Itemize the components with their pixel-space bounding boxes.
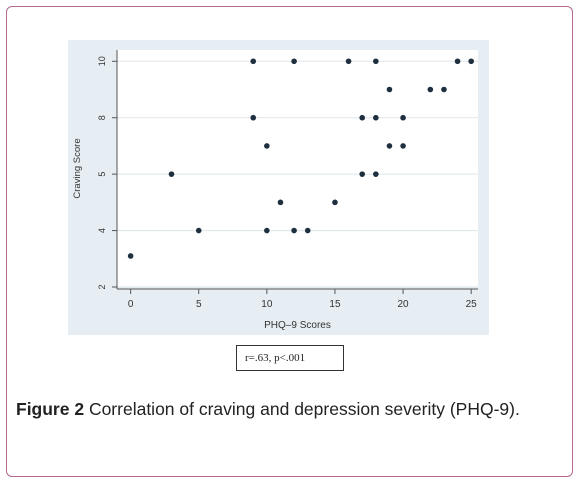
data-point-12 [345, 58, 352, 65]
data-point-9 [291, 227, 297, 234]
plot-area [117, 50, 478, 287]
data-point-7 [277, 199, 284, 206]
data-point-13 [359, 114, 366, 121]
figure-label: Figure 2 [16, 399, 85, 419]
data-point-25 [468, 58, 474, 65]
figure-caption-text: Correlation of craving and depression se… [84, 399, 520, 419]
x-axis-label: PHQ–9 Scores [264, 320, 331, 331]
data-point-6 [264, 227, 270, 234]
data-point-10 [304, 227, 311, 234]
x-tick-label-1: 5 [196, 299, 202, 310]
data-point-8 [291, 58, 297, 65]
correlation-stats-box: r=.63, p<.001 [236, 345, 344, 371]
data-point-0 [127, 253, 134, 259]
x-tick-label-4: 20 [398, 299, 410, 310]
data-point-20 [400, 114, 406, 121]
figure-caption: Figure 2 Correlation of craving and depr… [16, 397, 556, 422]
scatter-chart: 0 5 10 15 20 25 2 4 5 8 10 PHQ–9 Scores Craving Scor… [72, 50, 478, 331]
data-point-1 [168, 171, 175, 177]
y-tick-label-2: 5 [97, 172, 107, 177]
x-tick-label-2: 10 [261, 299, 273, 310]
data-point-14 [359, 171, 366, 177]
data-point-15 [373, 58, 379, 65]
data-point-21 [400, 143, 406, 149]
data-point-22 [427, 86, 434, 93]
data-point-3 [250, 58, 257, 65]
y-tick-label-1: 4 [97, 228, 107, 233]
data-point-24 [454, 58, 461, 65]
y-tick-label-4: 10 [97, 56, 107, 66]
data-point-17 [373, 171, 379, 177]
data-point-11 [332, 199, 338, 206]
y-tick-label-0: 2 [97, 284, 107, 289]
data-point-5 [264, 143, 270, 149]
x-tick-label-0: 0 [128, 299, 134, 310]
x-tick-label-5: 25 [466, 299, 478, 310]
y-axis-label: Craving Score [72, 138, 83, 198]
data-point-18 [386, 86, 393, 93]
data-point-2 [195, 227, 202, 234]
data-point-19 [386, 143, 393, 149]
chart-panel: 0 5 10 15 20 25 2 4 5 8 10 PHQ–9 Scores Craving Scor… [68, 40, 489, 335]
x-tick-label-3: 15 [329, 299, 341, 310]
data-point-16 [373, 114, 379, 121]
y-tick-label-3: 8 [97, 115, 107, 120]
data-point-4 [250, 114, 257, 121]
data-point-23 [441, 86, 447, 93]
correlation-stats-text: r=.63, p<.001 [245, 352, 306, 364]
